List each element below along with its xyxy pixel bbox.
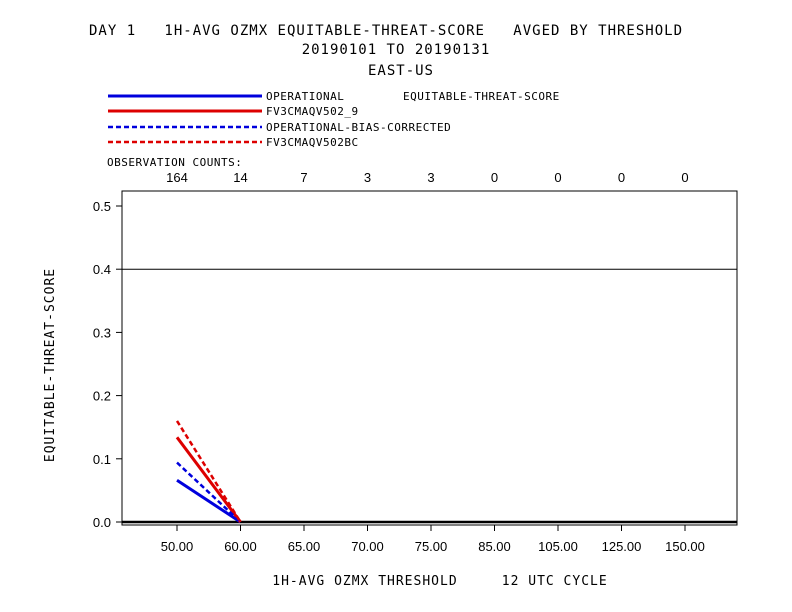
x-tick-label: 75.00	[415, 539, 448, 554]
legend: OPERATIONAL EQUITABLE-THREAT-SCORE FV3CM…	[108, 90, 560, 149]
series-line-operational	[176, 479, 242, 524]
series-line-fv3cmaqv502bc	[175, 420, 242, 523]
x-tick-label: 60.00	[224, 539, 257, 554]
x-axis: 50.00 60.00 65.00 70.00 75.00 85.00 105.00 125.…	[161, 525, 705, 554]
y-axis: 0.0 0.1 0.2 0.3 0.4 0.5	[93, 199, 122, 530]
series-line-fv3cmaqv502-9	[175, 436, 242, 523]
observation-count: 3	[427, 170, 434, 185]
legend-label-operational: OPERATIONAL	[266, 90, 344, 103]
chart-title-line2: 20190101 TO 20190131	[302, 42, 491, 58]
y-tick-label: 0.3	[93, 325, 111, 340]
series-line-operational-bias-corrected	[176, 461, 242, 523]
observation-count: 3	[364, 170, 371, 185]
x-tick-label: 150.00	[665, 539, 705, 554]
observation-counts: 164 14 7 3 3 0 0 0 0	[166, 170, 688, 185]
x-axis-title: 1H-AVG OZMX THRESHOLD 12 UTC CYCLE	[272, 574, 607, 589]
x-tick-label: 50.00	[161, 539, 194, 554]
legend-label-fv3cmaqv502bc: FV3CMAQV502BC	[266, 136, 359, 149]
x-tick-label: 105.00	[538, 539, 578, 554]
observation-count: 0	[681, 170, 688, 185]
series	[175, 420, 242, 524]
observation-count: 164	[166, 170, 188, 185]
observation-counts-label: OBSERVATION COUNTS:	[107, 156, 242, 169]
y-tick-label: 0.2	[93, 389, 111, 404]
x-tick-label: 70.00	[351, 539, 384, 554]
y-tick-label: 0.4	[93, 262, 111, 277]
plot-frame	[121, 190, 738, 526]
x-tick-label: 65.00	[288, 539, 321, 554]
y-tick-label: 0.1	[93, 452, 111, 467]
legend-label-fv3cmaqv502-9: FV3CMAQV502_9	[266, 105, 359, 118]
observation-count: 7	[300, 170, 307, 185]
y-axis-title: EQUITABLE-THREAT-SCORE	[43, 268, 58, 462]
x-tick-label: 85.00	[478, 539, 511, 554]
observation-count: 0	[491, 170, 498, 185]
chart-title-line1: DAY 1 1H-AVG OZMX EQUITABLE-THREAT-SCORE…	[89, 23, 683, 39]
y-tick-label: 0.5	[93, 199, 111, 214]
chart-title-line3: EAST-US	[368, 63, 434, 79]
legend-label-operational-bias-corrected: OPERATIONAL-BIAS-CORRECTED	[266, 121, 451, 134]
legend-metric-label: EQUITABLE-THREAT-SCORE	[403, 90, 560, 103]
y-tick-label: 0.0	[93, 515, 111, 530]
observation-count: 0	[554, 170, 561, 185]
x-tick-label: 125.00	[602, 539, 642, 554]
observation-count: 14	[233, 170, 247, 185]
observation-count: 0	[618, 170, 625, 185]
